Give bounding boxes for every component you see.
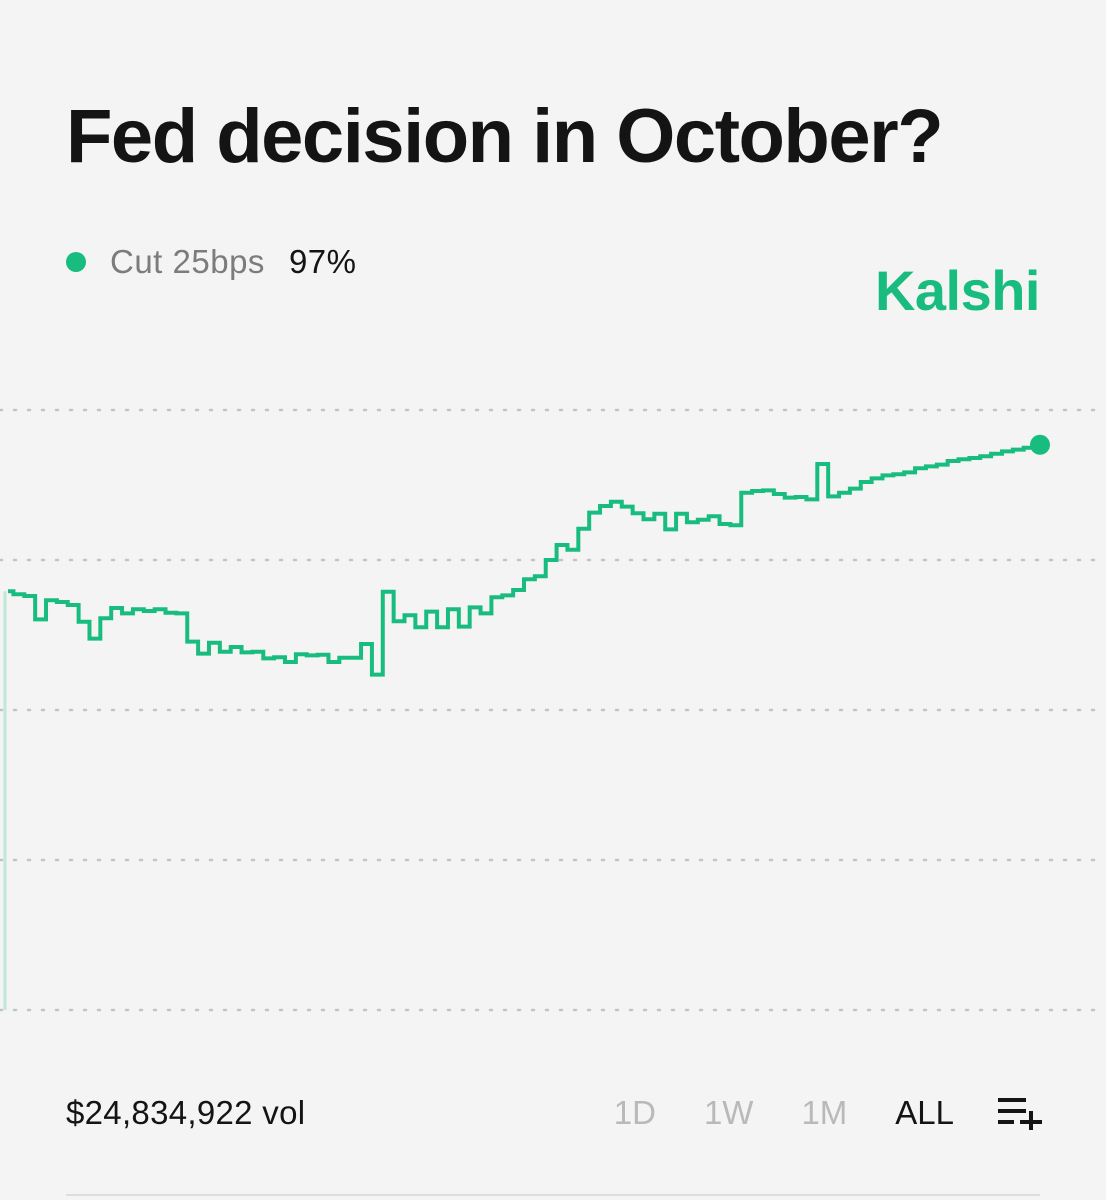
bottom-divider	[66, 1194, 1040, 1196]
chart-footer: $24,834,922 vol 1D 1W 1M ALL	[66, 1090, 1044, 1136]
range-all-button[interactable]: ALL	[895, 1094, 954, 1131]
playlist-add-icon[interactable]	[998, 1096, 1044, 1130]
series-endpoint-dot	[1030, 434, 1050, 455]
series-dot-icon	[66, 252, 86, 272]
time-range-selector: 1D 1W 1M ALL	[566, 1094, 1044, 1132]
range-1w-button[interactable]: 1W	[703, 1094, 754, 1131]
range-1m-button[interactable]: 1M	[801, 1094, 848, 1131]
legend-series-name: Cut 25bps	[110, 243, 265, 280]
price-chart	[0, 408, 1106, 1012]
volume-label: $24,834,922 vol	[66, 1094, 306, 1131]
kalshi-logo: Kalshi	[874, 259, 1041, 322]
series-line-cut-25bps	[8, 442, 1040, 677]
range-1d-button[interactable]: 1D	[613, 1094, 656, 1131]
market-title: Fed decision in October?	[66, 94, 944, 179]
chart-legend: Cut 25bps 97%	[66, 240, 357, 284]
legend-series-value: 97%	[288, 243, 357, 280]
